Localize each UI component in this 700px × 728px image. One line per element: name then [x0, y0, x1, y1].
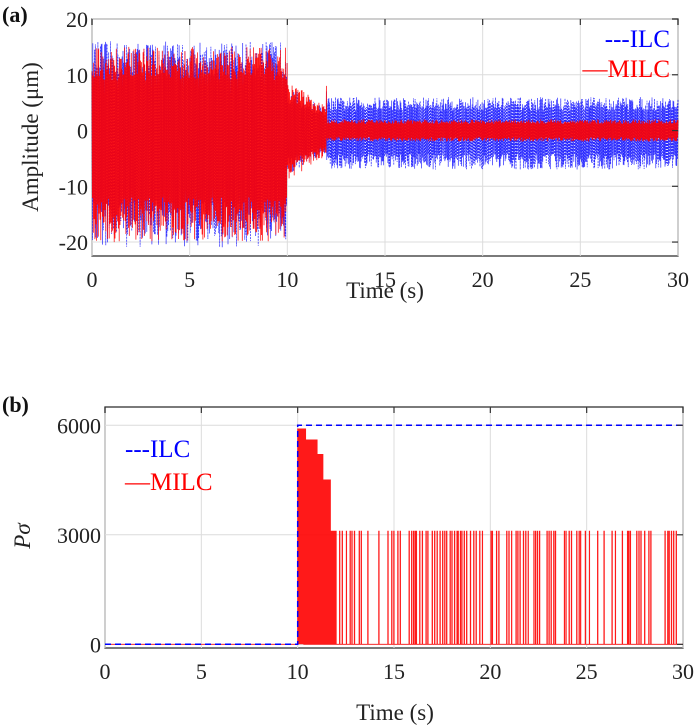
panel-a-xlabel: Time (s): [346, 278, 424, 303]
x-tick-label: 0: [100, 659, 111, 684]
x-tick-label: 0: [87, 267, 98, 292]
y-tick-label: 0: [90, 632, 101, 657]
y-tick-label: 3000: [57, 523, 101, 548]
x-tick-label: 25: [576, 659, 598, 684]
x-tick-label: 30: [667, 267, 689, 292]
x-tick-label: 25: [569, 267, 591, 292]
y-tick-label: 6000: [57, 413, 101, 438]
panel-b-plot-area: [105, 424, 684, 646]
legend-ilc: ---ILC: [605, 26, 670, 53]
panel-b-xlabel: Time (s): [356, 700, 434, 725]
x-tick-label: 30: [672, 659, 694, 684]
y-tick-label: -10: [59, 174, 88, 199]
panel-b-label: (b): [2, 392, 29, 417]
panel-b-yticks: 0 3000 6000: [57, 413, 683, 657]
panel-a-yticks: -20 -10 0 10 20: [59, 7, 678, 255]
series-milc: [91, 46, 679, 243]
panel-b-legend: ---ILC —MILC: [124, 436, 213, 496]
y-tick-label: 0: [77, 119, 88, 144]
panel-a-plot-area: [91, 41, 679, 248]
panel-a-legend: ---ILC —MILC: [582, 26, 671, 83]
panel-b-xticks: 0 5 10 15 20 25 30: [100, 407, 694, 684]
panel-b-ylabel: Pσ: [10, 522, 35, 550]
y-tick-label: 20: [66, 7, 88, 32]
legend-ilc: ---ILC: [125, 436, 190, 463]
panel-a-label: (a): [2, 2, 28, 27]
panel-a-ylabel: Amplitude (μm): [18, 62, 43, 212]
x-tick-label: 10: [276, 267, 298, 292]
x-tick-label: 10: [287, 659, 309, 684]
legend-milc: —MILC: [124, 469, 213, 496]
series-milc: [105, 428, 684, 645]
x-tick-label: 15: [374, 267, 396, 292]
series-ilc: [105, 424, 683, 646]
x-tick-label: 5: [196, 659, 207, 684]
y-tick-label: -20: [59, 230, 88, 255]
x-tick-label: 15: [383, 659, 405, 684]
x-tick-label: 20: [472, 267, 494, 292]
x-tick-label: 20: [479, 659, 501, 684]
legend-milc: —MILC: [582, 56, 671, 83]
y-tick-label: 10: [66, 63, 88, 88]
panel-b: (b) 0 5 10 15 20 25 30 0 3000 6000 Time (s) Pσ -…: [2, 392, 694, 725]
x-tick-label: 5: [184, 267, 195, 292]
panel-a: (a) 0 5 10 15 20 25 30 -20 -10 0 10 20 Time (s) Am…: [2, 2, 689, 303]
panel-a-xticks: 0 5 10 15 20 25 30: [87, 19, 689, 292]
